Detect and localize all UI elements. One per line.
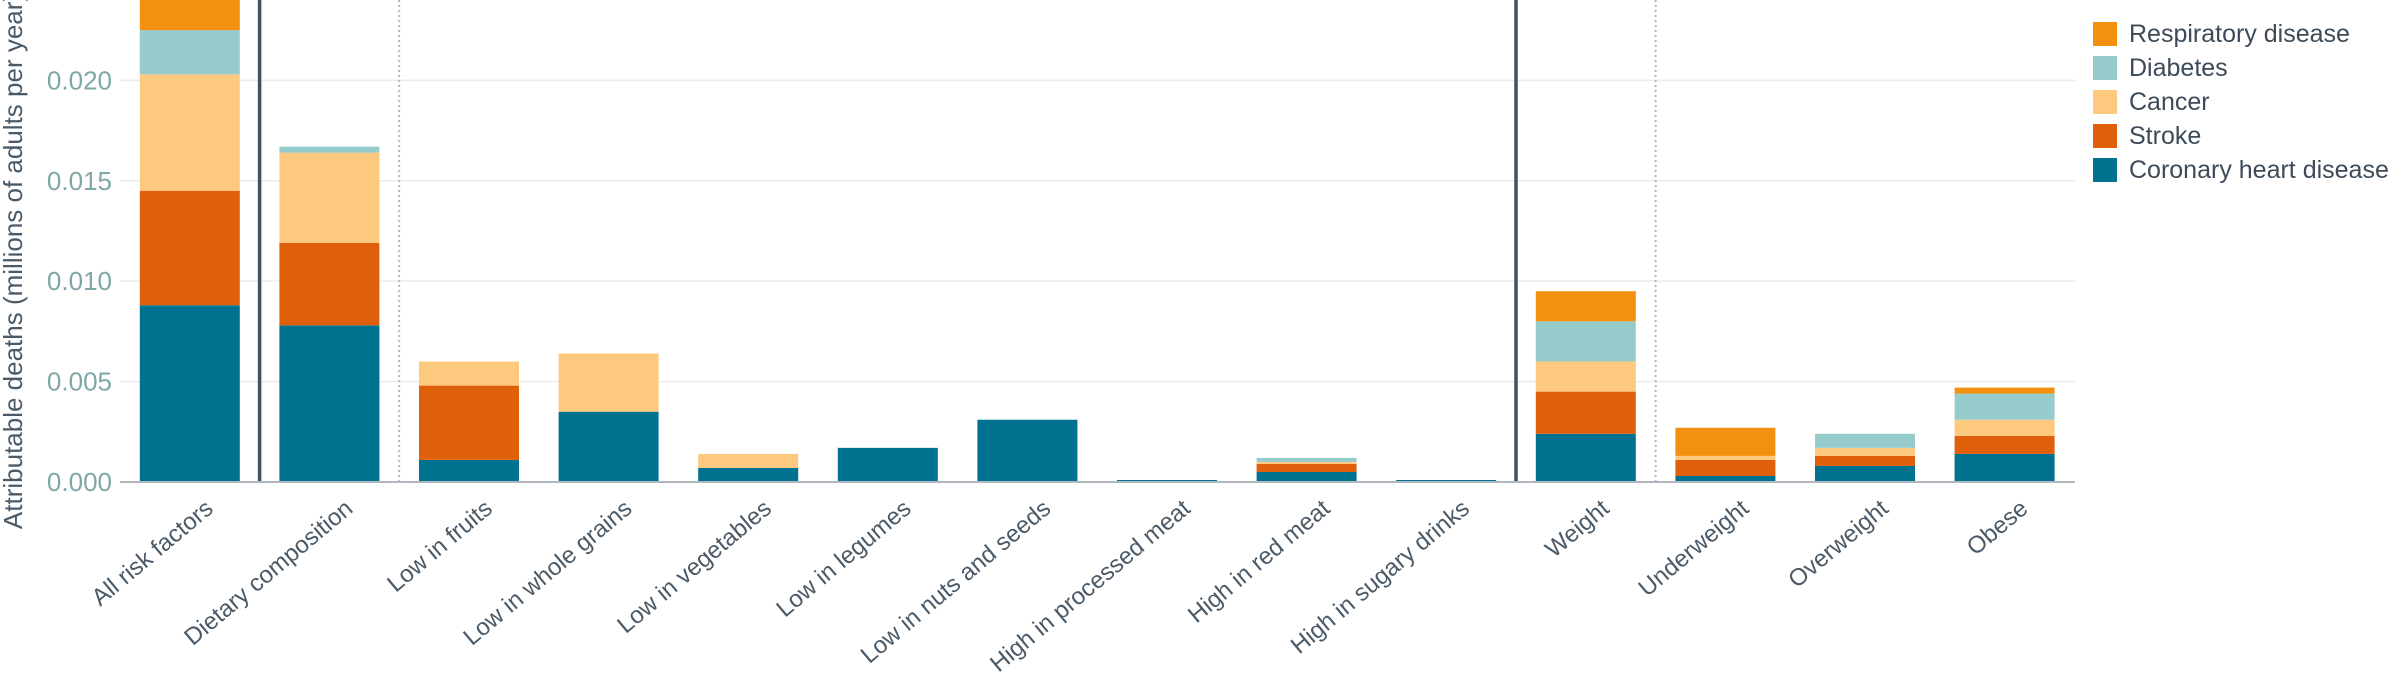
legend-item[interactable]: Stroke [2093, 122, 2201, 150]
bar-stack [1675, 427, 1776, 482]
bar-stack [1815, 433, 1915, 482]
x-tick-label: All risk factors [87, 495, 219, 612]
bar-stack [139, 0, 240, 482]
legend-item[interactable]: Diabetes [2093, 54, 2228, 82]
bar-segment-cancer [698, 453, 799, 468]
y-tick-label: 0.000 [47, 467, 112, 497]
bar-stack [419, 361, 519, 482]
legend-item[interactable]: Cancer [2093, 88, 2210, 116]
bar-segment-coronary-heart-disease [1396, 479, 1497, 482]
bar-segment-diabetes [1815, 433, 1915, 448]
legend-item[interactable]: Coronary heart disease [2093, 156, 2389, 184]
bar-stack [1256, 457, 1357, 482]
bar-segment-cancer [1675, 455, 1776, 460]
bar-segment-diabetes [1954, 393, 2055, 420]
bar-stack [977, 419, 1078, 482]
bar-segment-stroke [279, 243, 380, 326]
bar-segment-stroke [1256, 463, 1357, 472]
bar-segment-stroke [1815, 455, 1915, 466]
bar-segment-cancer [1954, 419, 2055, 436]
bar-segment-cancer [419, 361, 519, 386]
bar-segment-coronary-heart-disease [1675, 475, 1776, 482]
x-tick-label: Low in legumes [771, 495, 916, 623]
bar-segment-coronary-heart-disease [558, 411, 659, 482]
bar-segment-coronary-heart-disease [1954, 453, 2055, 482]
bar-stack [837, 447, 938, 482]
legend-item[interactable]: Respiratory disease [2093, 20, 2350, 48]
y-axis-title: Attributable deaths (millions of adults … [0, 0, 28, 529]
legend: Respiratory disease Diabetes Cancer Stroke C… [2093, 20, 2389, 184]
bar-segment-cancer [139, 74, 240, 191]
bar-segment-coronary-heart-disease [1256, 471, 1357, 482]
bar-stack [1117, 479, 1217, 482]
legend-swatch [2093, 158, 2117, 182]
x-tick-label: Weight [1540, 495, 1614, 564]
bar-stack [1954, 387, 2055, 482]
legend-label: Cancer [2129, 88, 2210, 116]
bar-segment-coronary-heart-disease [698, 467, 799, 482]
bar-stack [279, 146, 380, 482]
bar-segment-stroke [1535, 391, 1636, 434]
legend-swatch [2093, 56, 2117, 80]
bar-segment-respiratory-disease [1954, 387, 2055, 394]
bar-segment-respiratory-disease [1535, 291, 1636, 322]
bar-segment-coronary-heart-disease [1535, 433, 1636, 482]
legend-swatch [2093, 124, 2117, 148]
x-tick-label: Low in fruits [382, 495, 497, 598]
bar-segment-diabetes [279, 146, 380, 153]
legend-label: Coronary heart disease [2129, 156, 2389, 184]
bar-segment-cancer [558, 353, 659, 412]
bar-segment-stroke [1675, 459, 1776, 476]
bar-segment-diabetes [1535, 321, 1636, 362]
legend-label: Diabetes [2129, 54, 2228, 82]
x-tick-label: Overweight [1783, 495, 1894, 594]
bar-segment-coronary-heart-disease [837, 447, 938, 482]
bar-stack [1396, 479, 1497, 482]
legend-label: Respiratory disease [2129, 20, 2350, 48]
legend-swatch [2093, 90, 2117, 114]
bar-stack [1535, 291, 1636, 482]
bar-stack [698, 453, 799, 482]
bar-segment-respiratory-disease [139, 0, 240, 31]
bar-segment-stroke [1954, 435, 2055, 454]
bar-segment-respiratory-disease [1675, 427, 1776, 456]
bar-segment-stroke [419, 385, 519, 460]
bar-segment-diabetes [1256, 457, 1357, 462]
y-tick-label: 0.005 [47, 367, 112, 397]
y-tick-label: 0.015 [47, 166, 112, 196]
bar-segment-cancer [1256, 461, 1357, 464]
legend-swatch [2093, 22, 2117, 46]
bar-segment-stroke [139, 190, 240, 306]
bar-segment-coronary-heart-disease [279, 325, 380, 482]
x-tick-label: High in red meat [1183, 495, 1335, 629]
bar-segment-diabetes [139, 30, 240, 75]
bar-segment-coronary-heart-disease [1815, 465, 1915, 482]
bar-segment-coronary-heart-disease [977, 419, 1078, 482]
bar-segment-coronary-heart-disease [1117, 479, 1217, 482]
x-tick-label: Underweight [1633, 495, 1754, 603]
x-tick-label: Low in vegetables [612, 495, 777, 639]
bar-series [139, 0, 2055, 482]
bar-segment-cancer [1535, 361, 1636, 392]
x-tick-label: Obese [1962, 495, 2034, 561]
bar-segment-cancer [279, 152, 380, 244]
group-separators [257, 0, 1657, 482]
bar-segment-coronary-heart-disease [139, 305, 240, 482]
bar-segment-cancer [1815, 447, 1915, 456]
y-tick-label: 0.020 [47, 65, 112, 95]
legend-label: Stroke [2129, 122, 2201, 150]
gridlines [120, 79, 2075, 383]
y-tick-label: 0.010 [47, 266, 112, 296]
bar-segment-coronary-heart-disease [419, 459, 519, 482]
bar-stack [558, 353, 659, 482]
